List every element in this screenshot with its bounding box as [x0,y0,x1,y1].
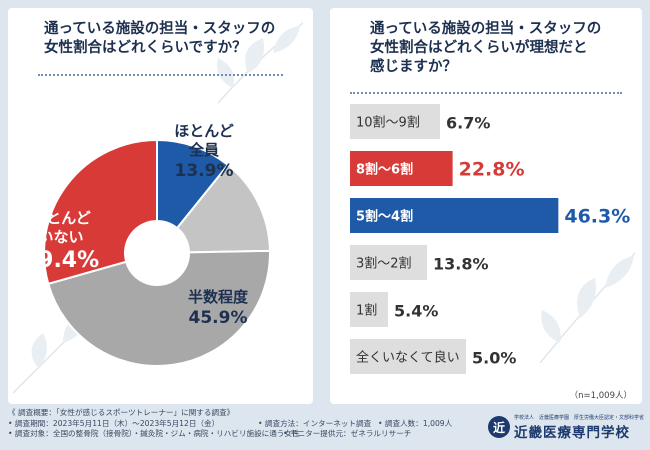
title-line: 女性割合はどれくらいが理想だと [370,40,588,56]
leaf-decoration-icon [539,252,636,364]
pie-slice-label: 全員 [188,141,219,159]
bar-category-label: 全くいなくて良い [356,350,460,366]
title-line: 女性割合はどれくらいですか？ [44,40,247,56]
pie-slice-value: 45.9% [189,308,248,328]
left-chart-panel: 通っている施設の担当・スタッフの 女性割合はどれくらいですか？ 全くいない10.… [8,8,313,404]
pie-slice [175,163,271,254]
bar-category-label: 8割～6割 [356,162,413,178]
pie-chart: 全くいない10.8%ほとんど全員13.9%半数程度45.9%ほとんどいない29.… [23,97,271,367]
footer-method: • 調査方法：インターネット調査 [258,418,372,428]
title-divider [38,74,283,76]
bar [350,292,388,327]
title-line: 感じますか？ [370,59,457,75]
logo-mark-icon: 近 [488,416,510,438]
bar [350,339,466,374]
pie-slice-label: ほとんど [174,122,234,140]
pie-slice-label: 全く [107,97,138,115]
bar-value-label: 5.0% [472,349,516,368]
footer-overview: 《 調査概要：「女性が感じるスポーツトレーナー」に関する調査》 [8,408,235,417]
bar-category-label: 1割 [356,303,377,319]
right-chart-panel: 通っている施設の担当・スタッフの 女性割合はどれくらいが理想だと 感じますか？ … [330,8,642,404]
bar-value-label: 22.8% [459,159,525,181]
school-logo: 近 学校法人 近畿医療学園 厚生労働大臣認定・文部科学省 近畿医療専門学校 [488,410,646,444]
pie-slice-value: 13.9% [175,161,234,181]
bar-value-label: 6.7% [446,114,490,133]
logo-name: 近畿医療専門学校 [514,424,630,441]
title-line: 通っている施設の担当・スタッフの [370,21,602,37]
survey-footer: 《 調査概要：「女性が感じるスポーツトレーナー」に関する調査》 • 調査期間：2… [8,408,468,440]
footer-period: • 調査期間：2023年5月11日（木）～2023年5月12日（金） [8,418,220,428]
bar-value-label: 5.4% [394,302,438,321]
pie-slice [43,138,158,286]
left-chart-title: 通っている施設の担当・スタッフの 女性割合はどれくらいですか？ [8,20,313,58]
footer-count: • 調査人数：1,009人 [378,418,453,428]
title-line: 通っている施設の担当・スタッフの [44,21,276,37]
bar [350,198,559,233]
bar-chart: 10割～9割 6.7% 8割～6割 22.8% 5割～4割 46.3% 3割～2割 13.8%… [350,104,630,374]
sample-size-note: （n=1,009人） [569,391,632,401]
bar-category-label: 5割～4割 [356,209,413,225]
bar-value-label: 46.3% [564,206,630,228]
right-chart-title: 通っている施設の担当・スタッフの 女性割合はどれくらいが理想だと 感じますか？ [330,20,642,77]
pie-slice-label: いない [38,228,83,246]
title-divider [350,92,622,94]
footer-target: • 調査対象：全国の整骨院（接骨院）・鍼灸院・ジム・病院・リハビリ施設に通う女性 [8,429,300,438]
logo-subtitle: 学校法人 近畿医療学園 厚生労働大臣認定・文部科学省 [514,414,645,421]
pie-slice-label: いない [100,116,145,134]
bar [350,245,427,280]
pie-slice [47,249,271,367]
bar [350,104,440,139]
bar-value-label: 13.8% [433,255,489,274]
bar-category-label: 10割～9割 [356,115,420,131]
pie-slice-label: ほとんど [31,209,91,227]
leaf-decoration-icon [217,22,304,104]
bar [350,151,453,186]
footer-provider: • モニター提供元：ゼネラルリサーチ [283,429,412,438]
pie-slice-label: 半数程度 [188,288,249,306]
bar-category-label: 3割～2割 [356,256,412,272]
pie-slice-value: 29.4% [23,248,99,273]
